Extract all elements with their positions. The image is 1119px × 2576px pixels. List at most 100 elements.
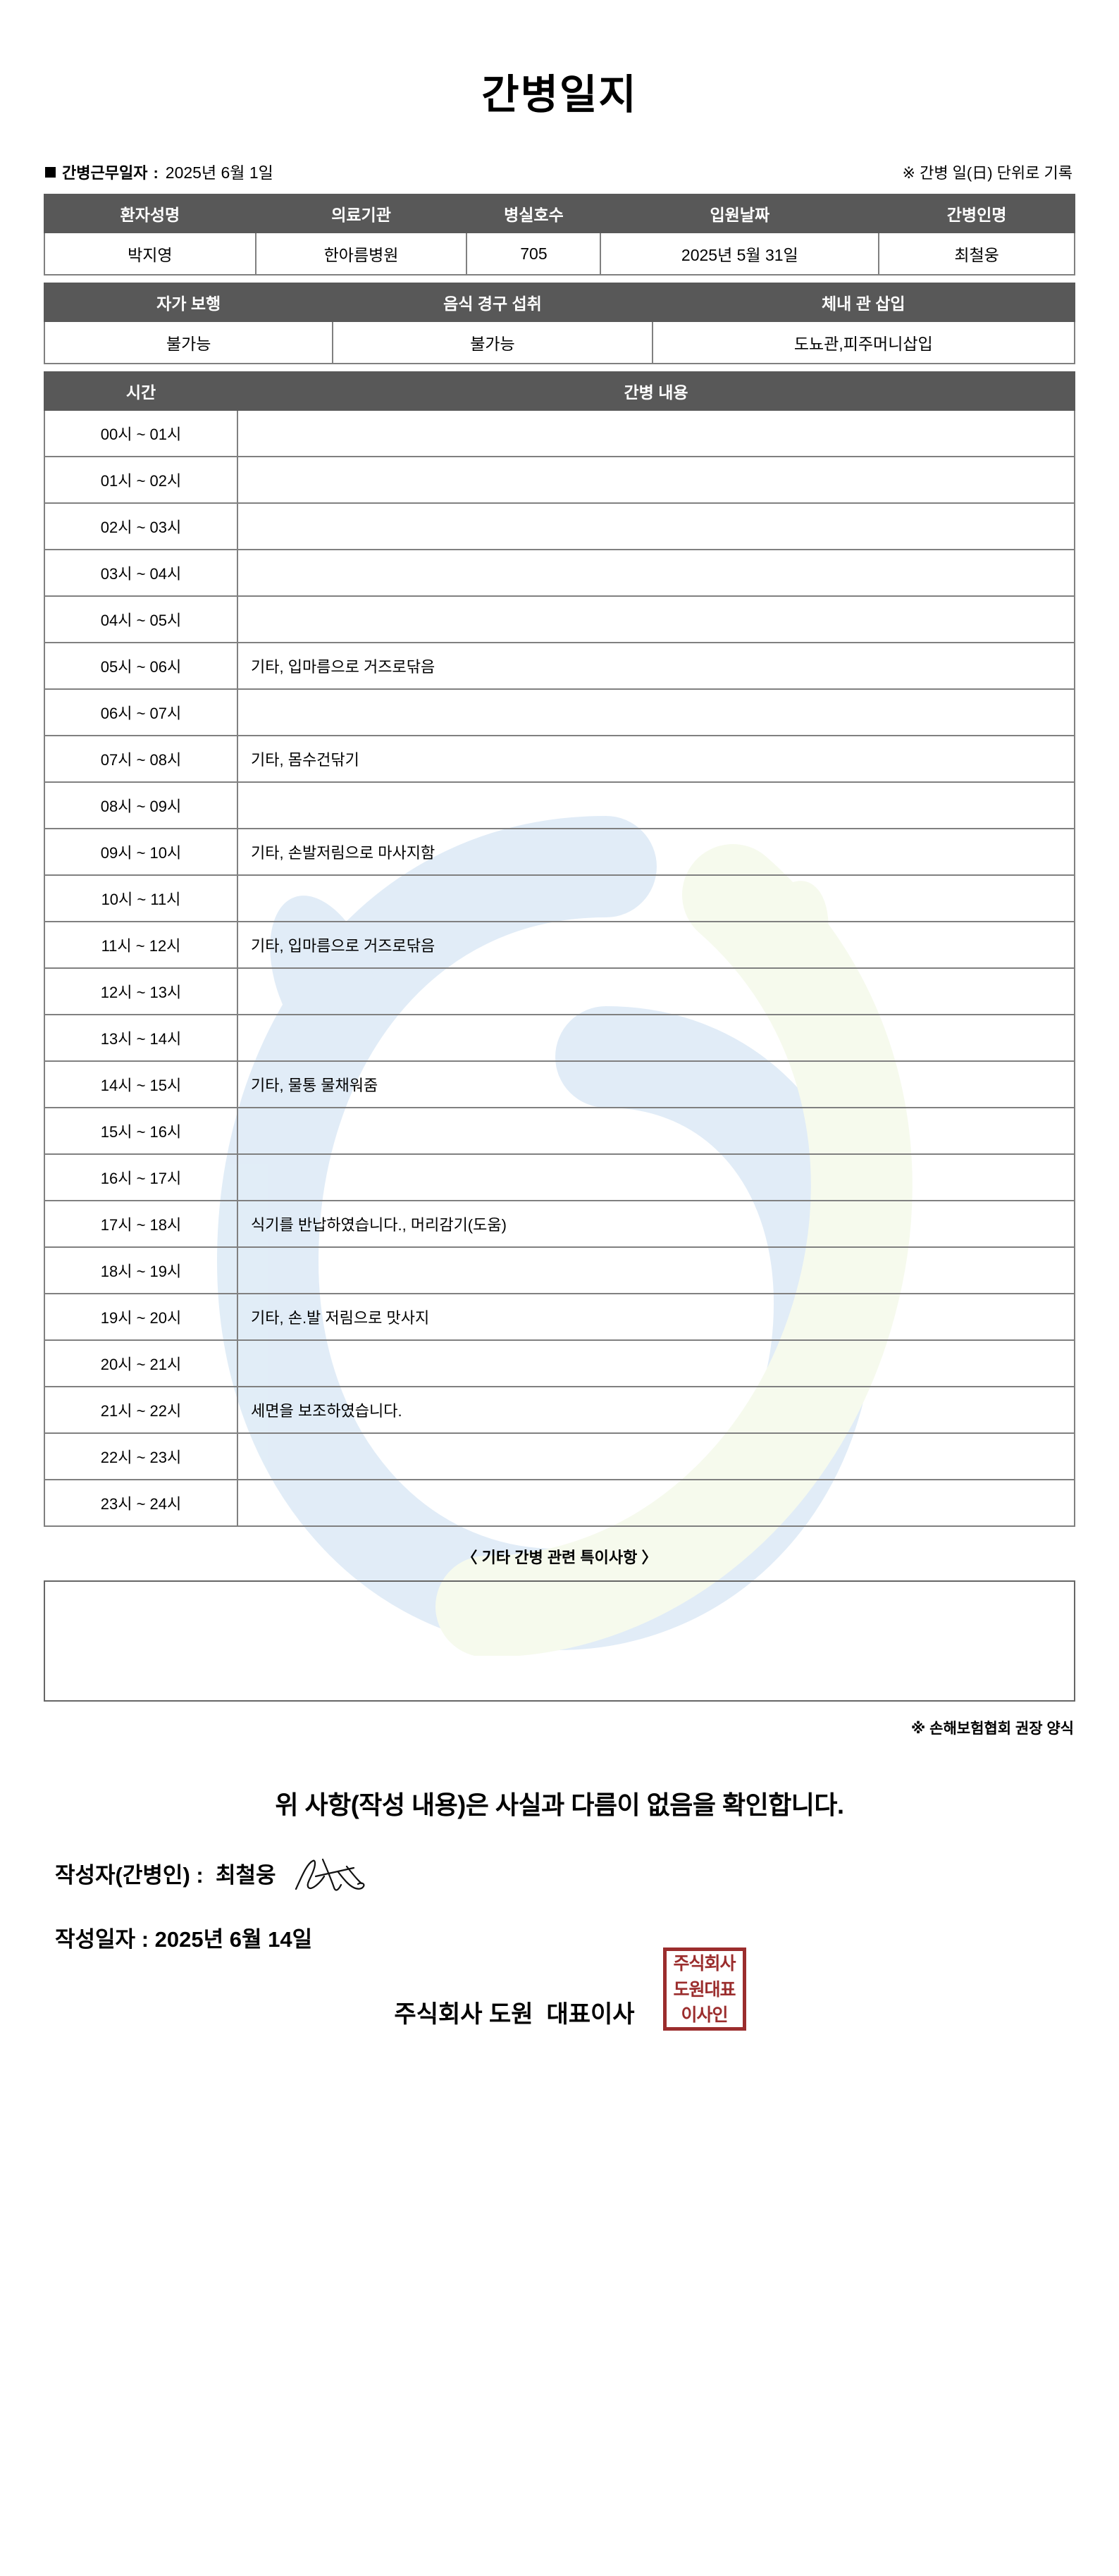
table-row: 03시 ~ 04시	[44, 549, 1075, 597]
stamp-line-2: 도원대표	[673, 1979, 736, 2000]
cell-care-content[interactable]	[237, 502, 1075, 550]
table-row: 16시 ~ 17시	[44, 1153, 1075, 1201]
table-row: 00시 ~ 01시	[44, 409, 1075, 457]
remarks-box[interactable]	[44, 1580, 1075, 1702]
work-date-group: 간병근무일자 : 2025년 6월 1일	[45, 159, 273, 183]
table-row: 17시 ~ 18시 식기를 반납하였습니다., 머리감기(도움)	[44, 1200, 1075, 1248]
value-patient-name: 박지영	[44, 232, 256, 275]
cell-care-content[interactable]	[237, 595, 1075, 643]
authored-date: 작성일자 : 2025년 6월 14일	[55, 1927, 313, 1952]
hourly-header-row: 시간 간병 내용	[44, 371, 1075, 411]
cell-time: 07시 ~ 08시	[44, 735, 238, 783]
author-signature-row: 작성자(간병인) : 최철웅	[44, 1852, 1075, 1893]
cell-time: 18시 ~ 19시	[44, 1246, 238, 1294]
cell-time: 00시 ~ 01시	[44, 409, 238, 457]
cell-care-content[interactable]	[237, 781, 1075, 829]
bullet-square-icon	[45, 167, 56, 178]
table-row: 15시 ~ 16시	[44, 1107, 1075, 1155]
cell-time: 14시 ~ 15시	[44, 1060, 238, 1108]
patient-info-header-row: 환자성명 의료기관 병실호수 입원날짜 간병인명	[44, 194, 1075, 233]
header-internal-tube: 체내 관 삽입	[651, 283, 1076, 322]
cell-time: 22시 ~ 23시	[44, 1432, 238, 1480]
remarks-title: 〈 기타 간병 관련 특이사항 〉	[462, 1549, 657, 1566]
table-row: 22시 ~ 23시	[44, 1432, 1075, 1480]
cell-care-content[interactable]: 기타, 몸수건닦기	[237, 735, 1075, 783]
company-name: 주식회사 도원 대표이사	[394, 2000, 635, 2028]
patient-info-table: 환자성명 의료기관 병실호수 입원날짜 간병인명 박지영 한아름병원 705 2…	[44, 194, 1075, 275]
hourly-rows-body: 00시 ~ 01시 01시 ~ 02시 02시 ~ 03시 03시 ~ 04시 04시 …	[44, 409, 1075, 1527]
table-row: 09시 ~ 10시 기타, 손발저림으로 마사지함	[44, 828, 1075, 876]
cell-time: 03시 ~ 04시	[44, 549, 238, 597]
patient-info-value-row: 박지영 한아름병원 705 2025년 5월 31일 최철웅	[44, 232, 1075, 275]
header-care-content: 간병 내용	[237, 371, 1075, 411]
cell-time: 05시 ~ 06시	[44, 642, 238, 690]
cell-care-content[interactable]	[237, 1014, 1075, 1062]
cell-care-content[interactable]: 기타, 입마름으로 거즈로닦음	[237, 921, 1075, 969]
header-oral-intake: 음식 경구 섭취	[332, 283, 653, 322]
cell-care-content[interactable]	[237, 409, 1075, 457]
record-unit-note: ※ 간병 일(日) 단위로 기록	[902, 164, 1072, 182]
stamp-line-3: 이사인	[681, 2005, 729, 2025]
cell-care-content[interactable]: 기타, 손.발 저림으로 맛사지	[237, 1293, 1075, 1341]
table-row: 13시 ~ 14시	[44, 1014, 1075, 1062]
value-oral-intake: 불가능	[332, 321, 653, 364]
cell-time: 04시 ~ 05시	[44, 595, 238, 643]
cell-time: 11시 ~ 12시	[44, 921, 238, 969]
table-row: 19시 ~ 20시 기타, 손.발 저림으로 맛사지	[44, 1293, 1075, 1341]
handwritten-signature-icon	[295, 1858, 364, 1891]
cell-time: 09시 ~ 10시	[44, 828, 238, 876]
page-title: 간병일지	[481, 72, 638, 118]
cell-time: 16시 ~ 17시	[44, 1153, 238, 1201]
cell-care-content[interactable]	[237, 1432, 1075, 1480]
header-admission-date: 입원날짜	[600, 194, 880, 233]
cell-time: 15시 ~ 16시	[44, 1107, 238, 1155]
cell-time: 21시 ~ 22시	[44, 1386, 238, 1434]
header-time: 시간	[44, 371, 238, 411]
cell-care-content[interactable]	[237, 1339, 1075, 1387]
table-row: 10시 ~ 11시	[44, 874, 1075, 922]
cell-care-content[interactable]: 기타, 물통 물채워줌	[237, 1060, 1075, 1108]
author-label: 작성자(간병인) :	[55, 1862, 216, 1888]
work-date-label: 간병근무일자	[62, 164, 148, 182]
table-row: 18시 ~ 19시	[44, 1246, 1075, 1294]
cell-care-content[interactable]	[237, 874, 1075, 922]
cell-time: 06시 ~ 07시	[44, 688, 238, 736]
cell-time: 02시 ~ 03시	[44, 502, 238, 550]
stamp-line-1: 주식회사	[673, 1953, 736, 1974]
cell-care-content[interactable]	[237, 456, 1075, 504]
cell-time: 01시 ~ 02시	[44, 456, 238, 504]
cell-care-content[interactable]	[237, 1246, 1075, 1294]
table-row: 07시 ~ 08시 기타, 몸수건닦기	[44, 735, 1075, 783]
cell-care-content[interactable]	[237, 1153, 1075, 1201]
value-self-walking: 불가능	[43, 321, 334, 364]
cell-care-content[interactable]	[237, 967, 1075, 1015]
work-date-value: 2025년 6월 1일	[165, 163, 273, 182]
header-self-walking: 자가 보행	[43, 283, 334, 322]
table-row: 02시 ~ 03시	[44, 502, 1075, 550]
cell-care-content[interactable]	[237, 688, 1075, 736]
table-row: 12시 ~ 13시	[44, 967, 1075, 1015]
table-row: 14시 ~ 15시 기타, 물통 물채워줌	[44, 1060, 1075, 1108]
table-row: 08시 ~ 09시	[44, 781, 1075, 829]
cell-time: 10시 ~ 11시	[44, 874, 238, 922]
company-seal-stamp-icon: 주식회사 도원대표 이사인	[662, 1948, 746, 2031]
cell-care-content[interactable]: 기타, 입마름으로 거즈로닦음	[237, 642, 1075, 690]
cell-care-content[interactable]: 세면을 보조하였습니다.	[237, 1386, 1075, 1434]
table-row: 04시 ~ 05시	[44, 595, 1075, 643]
cell-care-content[interactable]: 식기를 반납하였습니다., 머리감기(도움)	[237, 1200, 1075, 1248]
table-row: 21시 ~ 22시 세면을 보조하였습니다.	[44, 1386, 1075, 1434]
author-name: 최철웅	[215, 1862, 276, 1888]
condition-table: 자가 보행 음식 경구 섭취 체내 관 삽입 불가능 불가능 도뇨관,피주머니삽…	[43, 283, 1076, 364]
cell-time: 17시 ~ 18시	[44, 1200, 238, 1248]
cell-care-content[interactable]: 기타, 손발저림으로 마사지함	[237, 828, 1075, 876]
value-caregiver-name: 최철웅	[878, 232, 1075, 275]
table-row: 11시 ~ 12시 기타, 입마름으로 거즈로닦음	[44, 921, 1075, 969]
cell-care-content[interactable]	[237, 1479, 1075, 1527]
work-date-colon: :	[153, 164, 159, 182]
cell-time: 23시 ~ 24시	[44, 1479, 238, 1527]
cell-time: 12시 ~ 13시	[44, 967, 238, 1015]
value-room-number: 705	[466, 232, 602, 275]
cell-care-content[interactable]	[237, 1107, 1075, 1155]
cell-care-content[interactable]	[237, 549, 1075, 597]
